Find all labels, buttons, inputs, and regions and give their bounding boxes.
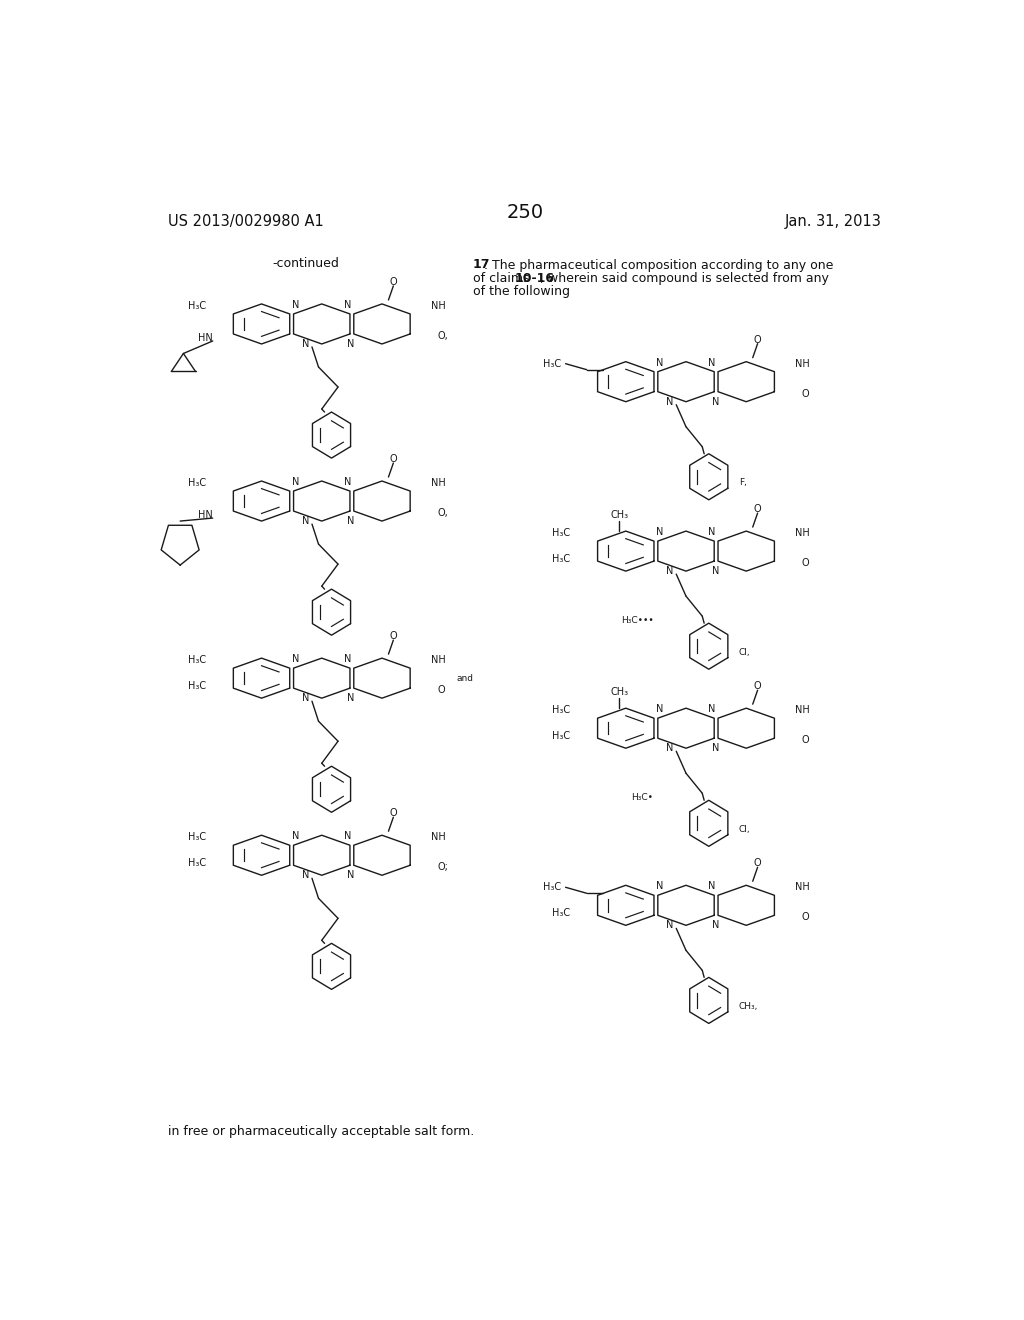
Text: N: N — [656, 358, 664, 368]
Text: , wherein said compound is selected from any: , wherein said compound is selected from… — [541, 272, 829, 285]
Text: N: N — [344, 832, 351, 841]
Text: N: N — [666, 743, 674, 754]
Text: NH: NH — [431, 478, 445, 488]
Text: O: O — [802, 388, 809, 399]
Text: N: N — [709, 882, 716, 891]
Text: O: O — [754, 858, 762, 869]
Text: H₃C: H₃C — [188, 858, 206, 869]
Text: 250: 250 — [506, 203, 544, 222]
Text: N: N — [347, 870, 354, 880]
Text: N: N — [709, 704, 716, 714]
Text: O: O — [802, 735, 809, 746]
Text: and: and — [457, 673, 474, 682]
Text: H₃C: H₃C — [552, 908, 570, 919]
Text: N: N — [666, 397, 674, 407]
Text: Cl,: Cl, — [739, 648, 751, 657]
Text: O: O — [754, 504, 762, 513]
Text: H₃C: H₃C — [552, 528, 570, 539]
Text: Cl,: Cl, — [739, 825, 751, 834]
Text: H₃C: H₃C — [552, 554, 570, 564]
Text: NH: NH — [795, 882, 810, 892]
Text: H₃C: H₃C — [543, 359, 561, 368]
Text: . The pharmaceutical composition according to any one: . The pharmaceutical composition accordi… — [483, 259, 834, 272]
Text: N: N — [666, 920, 674, 931]
Text: of the following: of the following — [473, 285, 570, 298]
Text: H₃C: H₃C — [188, 832, 206, 842]
Text: N: N — [344, 300, 351, 310]
Text: N: N — [712, 920, 719, 931]
Text: H₃C: H₃C — [543, 882, 561, 892]
Text: N: N — [302, 516, 309, 527]
Text: N: N — [712, 743, 719, 754]
Text: N: N — [656, 882, 664, 891]
Text: NH: NH — [431, 655, 445, 665]
Text: H₃C: H₃C — [188, 655, 206, 665]
Text: N: N — [712, 397, 719, 407]
Text: CH₃: CH₃ — [610, 510, 629, 520]
Text: N: N — [656, 527, 664, 537]
Text: NH: NH — [795, 705, 810, 715]
Text: NH: NH — [431, 301, 445, 312]
Text: N: N — [656, 704, 664, 714]
Text: NH: NH — [431, 832, 445, 842]
Text: H₃C: H₃C — [188, 478, 206, 488]
Text: N: N — [344, 477, 351, 487]
Text: N: N — [292, 655, 299, 664]
Text: O;: O; — [437, 862, 449, 873]
Text: N: N — [347, 339, 354, 348]
Text: NH: NH — [795, 528, 810, 539]
Text: in free or pharmaceutically acceptable salt form.: in free or pharmaceutically acceptable s… — [168, 1125, 474, 1138]
Text: O,: O, — [437, 508, 449, 517]
Text: O: O — [389, 631, 397, 642]
Text: Jan. 31, 2013: Jan. 31, 2013 — [784, 214, 882, 228]
Text: H₃C: H₃C — [188, 681, 206, 692]
Text: O: O — [389, 454, 397, 465]
Text: O: O — [754, 681, 762, 692]
Text: O: O — [389, 277, 397, 286]
Text: N: N — [709, 358, 716, 368]
Text: N: N — [292, 300, 299, 310]
Text: N: N — [709, 527, 716, 537]
Text: O: O — [754, 335, 762, 345]
Text: N: N — [347, 693, 354, 704]
Text: NH: NH — [795, 359, 810, 368]
Text: O,: O, — [437, 331, 449, 341]
Text: -continued: -continued — [272, 257, 340, 271]
Text: HN: HN — [198, 510, 213, 520]
Text: of claims: of claims — [473, 272, 534, 285]
Text: H₃C: H₃C — [552, 731, 570, 742]
Text: O: O — [437, 685, 444, 696]
Text: N: N — [712, 566, 719, 576]
Text: N: N — [666, 566, 674, 576]
Text: O: O — [389, 808, 397, 818]
Text: N: N — [302, 339, 309, 348]
Text: N: N — [302, 870, 309, 880]
Text: H₃C: H₃C — [188, 301, 206, 312]
Text: N: N — [292, 832, 299, 841]
Text: N: N — [292, 477, 299, 487]
Text: H₃C•••: H₃C••• — [621, 615, 653, 624]
Text: N: N — [344, 655, 351, 664]
Text: H₃C: H₃C — [552, 705, 570, 715]
Text: CH₃: CH₃ — [610, 688, 629, 697]
Text: US 2013/0029980 A1: US 2013/0029980 A1 — [168, 214, 324, 228]
Text: N: N — [302, 693, 309, 704]
Text: HN: HN — [198, 333, 213, 343]
Text: CH₃,: CH₃, — [739, 1002, 759, 1011]
Text: O: O — [802, 912, 809, 923]
Text: H₃C•: H₃C• — [632, 793, 653, 801]
Text: 10-16: 10-16 — [515, 272, 555, 285]
Text: 17: 17 — [473, 259, 490, 272]
Text: O: O — [802, 558, 809, 568]
Text: N: N — [347, 516, 354, 527]
Text: F,: F, — [739, 478, 746, 487]
